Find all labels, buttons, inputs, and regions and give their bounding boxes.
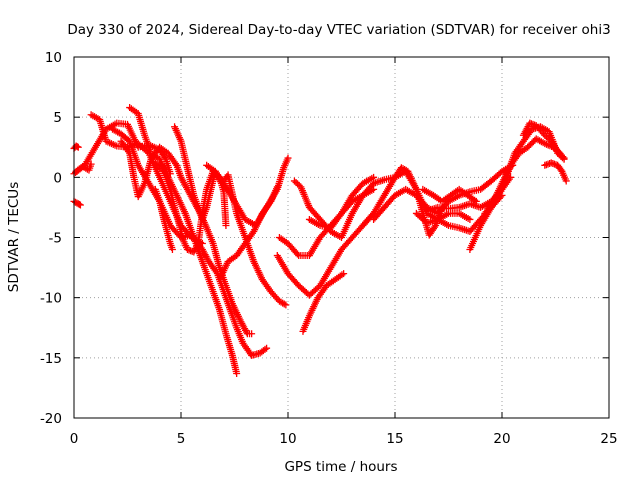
x-tick-label: 0	[70, 431, 79, 447]
data-point	[280, 300, 288, 308]
data-point	[541, 131, 549, 139]
data-point	[292, 178, 300, 186]
data-point	[76, 201, 84, 209]
data-point	[74, 143, 82, 151]
data-point	[294, 180, 302, 188]
series-s25	[481, 135, 564, 217]
grid	[74, 57, 609, 418]
data-point	[562, 177, 570, 185]
y-tick-label: 0	[53, 170, 62, 186]
y-tick-label: 10	[45, 50, 62, 66]
data-point	[282, 301, 290, 309]
x-tick-label: 20	[493, 431, 510, 447]
series-s10	[151, 185, 176, 254]
y-tick-label: -5	[49, 231, 62, 247]
data-point	[290, 177, 298, 185]
x-axis-label: GPS time / hours	[284, 459, 397, 475]
data-series	[70, 104, 570, 377]
data-point	[544, 134, 552, 142]
y-tick-label: -20	[40, 411, 62, 427]
y-axis-label: SDTVAR / TECUs	[6, 182, 22, 292]
x-tick-label: 10	[279, 431, 296, 447]
data-point	[222, 221, 230, 229]
data-point	[273, 183, 281, 191]
data-point	[370, 173, 378, 181]
data-point	[161, 154, 169, 162]
series-s7	[126, 104, 241, 377]
data-point	[559, 153, 567, 161]
data-point	[472, 197, 480, 205]
data-point	[248, 330, 256, 338]
data-point	[233, 369, 241, 377]
data-point	[431, 223, 439, 231]
y-tick-label: 5	[53, 110, 62, 126]
series-s17	[299, 270, 348, 335]
series-s13	[216, 183, 281, 284]
data-point	[261, 345, 269, 353]
chart-title: Day 330 of 2024, Sidereal Day-to-day VTE…	[67, 22, 610, 38]
data-point	[466, 215, 474, 223]
x-tick-label: 25	[600, 431, 617, 447]
data-point	[542, 133, 550, 141]
x-tick-label: 15	[386, 431, 403, 447]
y-tick-label: -10	[40, 291, 62, 307]
x-tick-label: 5	[177, 431, 186, 447]
data-point	[560, 154, 568, 162]
series-s26	[519, 119, 568, 162]
series-s27	[541, 159, 570, 185]
y-tick-label: -15	[40, 351, 62, 367]
data-point	[263, 344, 271, 352]
data-point	[293, 250, 301, 258]
series-s19	[359, 164, 446, 239]
series-s23	[419, 185, 480, 205]
data-point	[340, 270, 348, 278]
data-point	[168, 246, 176, 254]
data-point	[284, 154, 292, 162]
series-s14	[273, 209, 378, 299]
axis-ticks: 0 5 10 15 20 25 -20 -15 -10 -5 0 5 10	[40, 50, 618, 447]
data-point	[539, 130, 547, 138]
